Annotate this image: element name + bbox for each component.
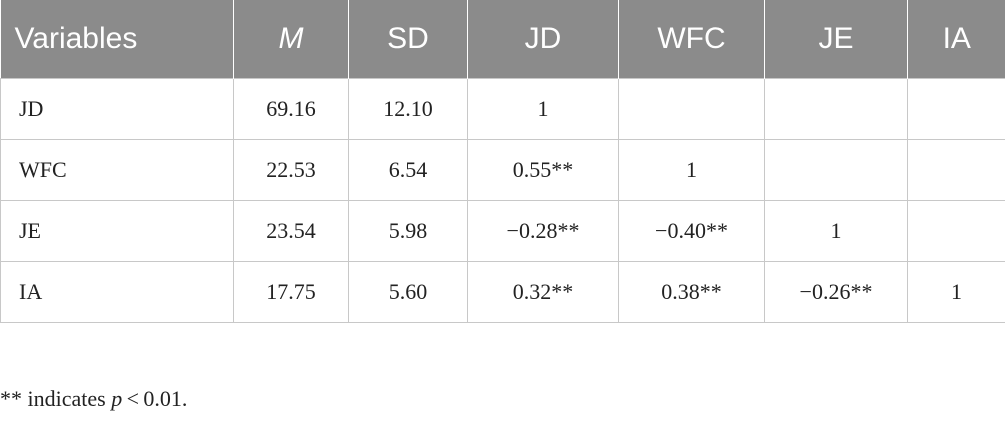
- cell: 17.75: [233, 261, 349, 323]
- header-cell: IA: [907, 0, 1005, 79]
- cell: 0.32**: [467, 261, 619, 323]
- row-label: WFC: [0, 139, 234, 201]
- header-cell: Variables: [0, 0, 234, 79]
- row-label: JE: [0, 200, 234, 262]
- cell: 5.60: [348, 261, 468, 323]
- cell: 69.16: [233, 78, 349, 140]
- row-label: IA: [0, 261, 234, 323]
- cell: −0.40**: [618, 200, 765, 262]
- cell: [907, 78, 1005, 140]
- header-cell: SD: [348, 0, 468, 79]
- cell: 0.38**: [618, 261, 765, 323]
- cell: 1: [618, 139, 765, 201]
- footnote-text: < 0.01.: [122, 386, 188, 411]
- cell: −0.26**: [764, 261, 908, 323]
- data-table: Variables M SD JD WFC JE IA JD 69.16 12.10 1 WFC 22…: [0, 0, 1005, 323]
- table-row: JD 69.16 12.10 1: [0, 78, 1005, 140]
- cell: 6.54: [348, 139, 468, 201]
- cell: [907, 139, 1005, 201]
- header-row: Variables M SD JD WFC JE IA: [0, 0, 1005, 79]
- cell: −0.28**: [467, 200, 619, 262]
- cell: 23.54: [233, 200, 349, 262]
- table-row: WFC 22.53 6.54 0.55** 1: [0, 139, 1005, 201]
- header-cell: WFC: [618, 0, 765, 79]
- footnote: ** indicates p < 0.01.: [0, 386, 187, 412]
- cell: [764, 139, 908, 201]
- cell: 12.10: [348, 78, 468, 140]
- table-body: JD 69.16 12.10 1 WFC 22.53 6.54 0.55** 1 JE 23.54 5…: [0, 78, 1005, 323]
- header-cell: JD: [467, 0, 619, 79]
- cell: [618, 78, 765, 140]
- table-row: IA 17.75 5.60 0.32** 0.38** −0.26** 1: [0, 261, 1005, 323]
- cell: [764, 78, 908, 140]
- row-label: JD: [0, 78, 234, 140]
- footnote-text: ** indicates: [0, 386, 112, 411]
- cell: [907, 200, 1005, 262]
- cell: 1: [907, 261, 1005, 323]
- header-cell: JE: [764, 0, 908, 79]
- footnote-italic: p: [111, 386, 123, 411]
- header-cell: M: [233, 0, 349, 79]
- cell: 1: [467, 78, 619, 140]
- cell: 0.55**: [467, 139, 619, 201]
- table-row: JE 23.54 5.98 −0.28** −0.40** 1: [0, 200, 1005, 262]
- cell: 22.53: [233, 139, 349, 201]
- cell: 5.98: [348, 200, 468, 262]
- cell: 1: [764, 200, 908, 262]
